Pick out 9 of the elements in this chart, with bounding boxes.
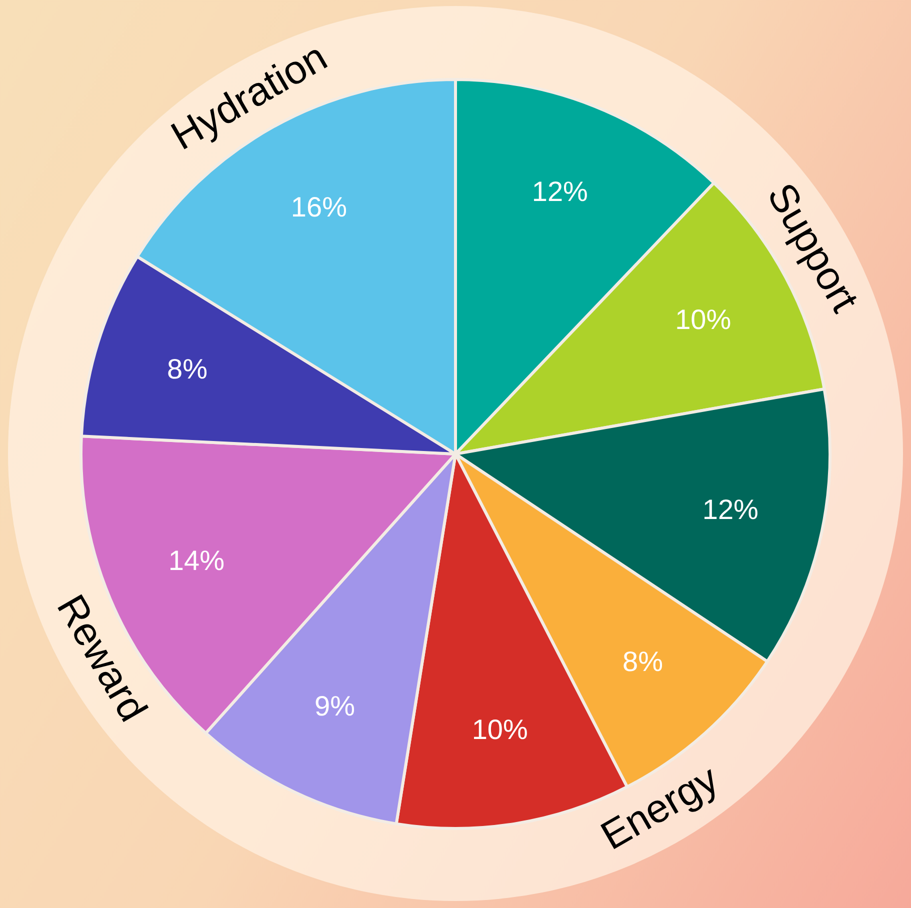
data-label: 14%	[168, 545, 224, 576]
data-label: 10%	[472, 714, 528, 746]
data-label: 16%	[290, 191, 347, 222]
data-label: 8%	[622, 646, 664, 678]
data-label: 9%	[314, 690, 356, 722]
data-label: 12%	[532, 176, 588, 207]
data-label: 10%	[675, 304, 732, 336]
data-label: 12%	[702, 494, 758, 526]
data-label: 8%	[167, 353, 208, 384]
